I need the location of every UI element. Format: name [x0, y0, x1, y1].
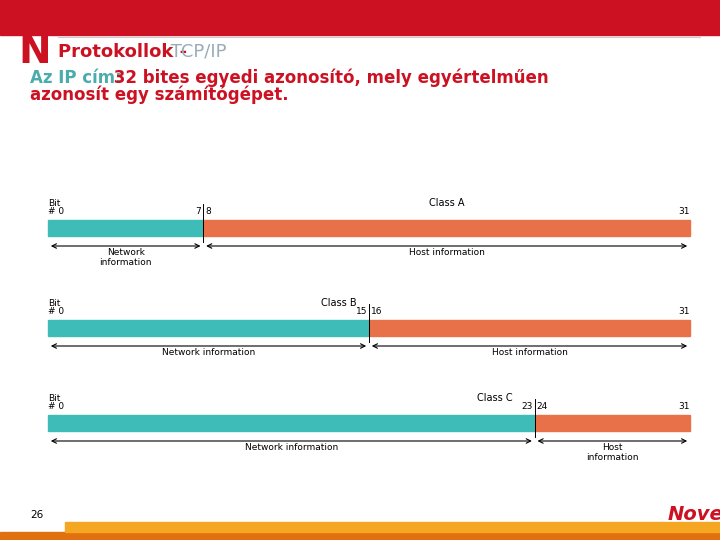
Bar: [48, 220, 203, 236]
Text: 31: 31: [678, 207, 690, 216]
Text: 7: 7: [196, 207, 202, 216]
Text: Host information: Host information: [409, 248, 485, 257]
Text: Protokollok -: Protokollok -: [58, 43, 187, 61]
Bar: [48, 415, 535, 431]
Text: azonosít egy számítógépet.: azonosít egy számítógépet.: [30, 86, 289, 104]
Text: Network
information: Network information: [99, 248, 152, 267]
Text: 31: 31: [678, 402, 690, 411]
Text: 31: 31: [678, 307, 690, 316]
Text: # 0: # 0: [48, 207, 64, 216]
Text: # 0: # 0: [48, 307, 64, 316]
Text: # 0: # 0: [48, 402, 64, 411]
Text: 16: 16: [371, 307, 382, 316]
Text: Class A: Class A: [429, 198, 464, 208]
Text: 15: 15: [356, 307, 367, 316]
Bar: [0, 0, 720, 35]
Bar: [203, 220, 690, 236]
Text: TCP/IP: TCP/IP: [165, 43, 227, 61]
Bar: [65, 522, 720, 532]
Bar: [48, 320, 369, 336]
Bar: [369, 320, 690, 336]
Bar: [535, 415, 690, 431]
Text: Novell: Novell: [668, 505, 720, 524]
Text: Host information: Host information: [492, 348, 567, 357]
Text: Bit: Bit: [48, 299, 60, 308]
Text: Network information: Network information: [245, 443, 338, 452]
Text: 26: 26: [30, 510, 43, 520]
Text: Class B: Class B: [321, 298, 357, 308]
Text: N: N: [18, 33, 50, 71]
Text: Network information: Network information: [162, 348, 255, 357]
Text: 8: 8: [205, 207, 211, 216]
Text: Bit: Bit: [48, 199, 60, 208]
Bar: [0, 532, 720, 540]
Text: Bit: Bit: [48, 394, 60, 403]
Text: 23: 23: [521, 402, 533, 411]
Text: 32 bites egyedi azonosító, mely egyértelműen: 32 bites egyedi azonosító, mely egyértel…: [108, 69, 549, 87]
Text: 24: 24: [536, 402, 548, 411]
Text: Az IP cím:: Az IP cím:: [30, 69, 122, 87]
Text: Host
information: Host information: [586, 443, 639, 462]
Text: Class C: Class C: [477, 393, 513, 403]
